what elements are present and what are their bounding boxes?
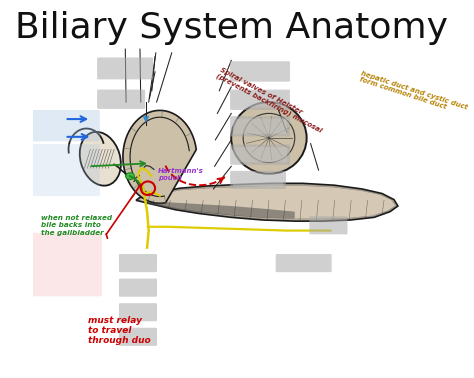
Text: Spiral valves of Heister
(prevents backfiring) mucosal: Spiral valves of Heister (prevents backf… <box>215 66 327 134</box>
FancyBboxPatch shape <box>233 147 287 162</box>
Polygon shape <box>123 110 196 203</box>
FancyBboxPatch shape <box>230 116 290 136</box>
FancyBboxPatch shape <box>119 254 157 272</box>
FancyBboxPatch shape <box>119 303 157 321</box>
FancyBboxPatch shape <box>233 174 283 186</box>
FancyBboxPatch shape <box>233 119 287 134</box>
Polygon shape <box>136 183 398 221</box>
FancyBboxPatch shape <box>230 171 286 189</box>
FancyBboxPatch shape <box>233 92 287 107</box>
Text: must relay
to travel
through duo: must relay to travel through duo <box>88 316 151 345</box>
FancyBboxPatch shape <box>276 254 332 272</box>
Text: when not relaxed
bile backs into
the gallbladder: when not relaxed bile backs into the gal… <box>41 215 112 235</box>
FancyBboxPatch shape <box>310 216 347 234</box>
FancyBboxPatch shape <box>97 57 153 79</box>
Text: hepatic duct and cystic duct
form common bile duct: hepatic duct and cystic duct form common… <box>358 70 469 117</box>
FancyBboxPatch shape <box>230 61 290 82</box>
FancyBboxPatch shape <box>31 233 102 296</box>
Circle shape <box>231 102 307 174</box>
FancyBboxPatch shape <box>31 110 100 141</box>
Text: Biliary System Anatomy: Biliary System Anatomy <box>15 11 448 45</box>
FancyBboxPatch shape <box>230 144 290 165</box>
FancyBboxPatch shape <box>230 90 290 110</box>
Text: Hartmann's
pouch: Hartmann's pouch <box>158 168 203 181</box>
FancyBboxPatch shape <box>31 144 100 196</box>
FancyBboxPatch shape <box>119 328 157 346</box>
Ellipse shape <box>80 132 121 186</box>
Polygon shape <box>144 202 295 218</box>
FancyBboxPatch shape <box>97 90 145 109</box>
Ellipse shape <box>126 173 135 180</box>
FancyBboxPatch shape <box>119 279 157 297</box>
